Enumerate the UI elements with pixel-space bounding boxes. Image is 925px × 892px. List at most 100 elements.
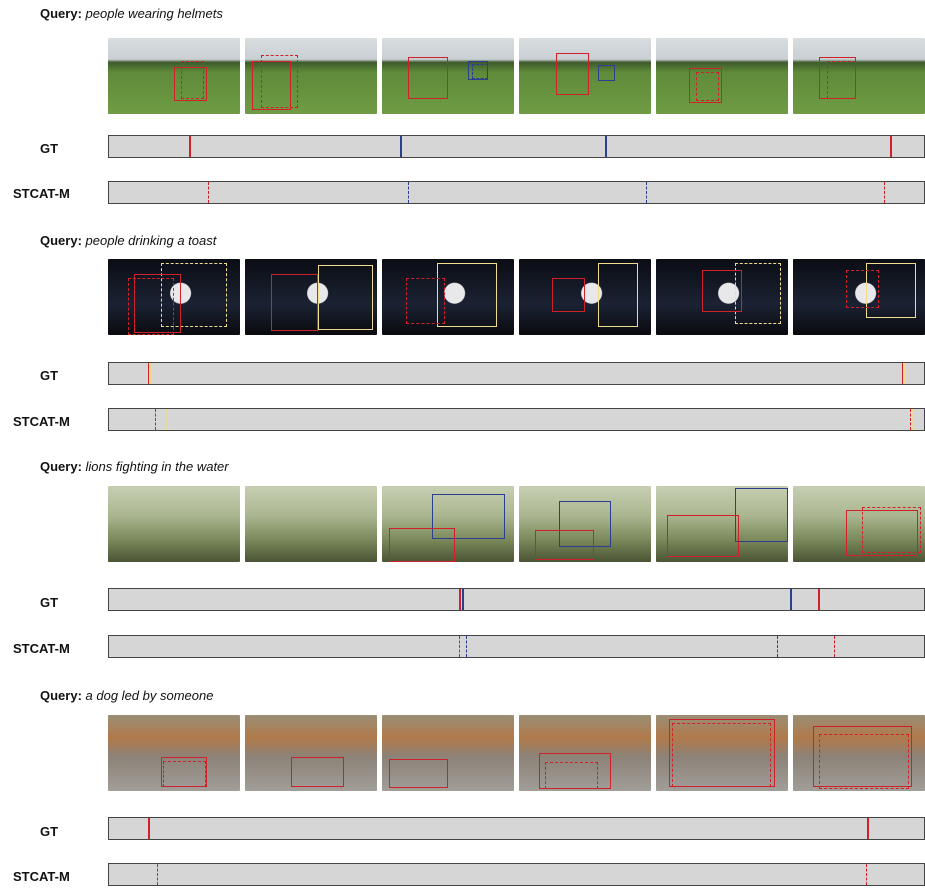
pred-boundary-mark: [866, 864, 868, 885]
bounding-box: [552, 278, 585, 313]
bounding-box: [291, 756, 344, 788]
pred-boundary-mark: [166, 409, 168, 430]
query-text: people drinking a toast: [85, 233, 217, 248]
bounding-box: [538, 753, 612, 790]
video-frame: [519, 715, 651, 791]
bounding-box: [555, 53, 589, 95]
bounding-box: [671, 722, 771, 788]
video-frame: [382, 259, 514, 335]
bounding-box: [405, 278, 446, 324]
bounding-box: [819, 734, 910, 789]
video-frame: [245, 259, 377, 335]
video-frame: [793, 259, 925, 335]
video-frame: [519, 486, 651, 562]
query-label: Query:: [40, 688, 82, 703]
video-frame: [656, 486, 788, 562]
bounding-box: [127, 278, 174, 335]
pred-boundary-mark: [208, 182, 210, 203]
video-frame: [382, 486, 514, 562]
query-label: Query:: [40, 459, 82, 474]
bounding-box: [251, 60, 292, 111]
video-frame: [108, 259, 240, 335]
video-frame: [519, 259, 651, 335]
video-frame: [793, 38, 925, 114]
bounding-box: [735, 487, 788, 543]
bounding-box: [702, 270, 742, 313]
frame-strip-3: [108, 486, 925, 562]
video-frame: [656, 715, 788, 791]
gt-boundary-mark: [889, 136, 892, 157]
gt-timeline-1: [108, 135, 925, 158]
query-2: Query: people drinking a toast: [40, 233, 216, 248]
video-frame: [245, 715, 377, 791]
pred-boundary-mark: [884, 182, 886, 203]
bounding-box: [695, 72, 720, 102]
bounding-box: [180, 60, 205, 99]
bounding-box: [827, 60, 857, 99]
bounding-box: [134, 274, 181, 334]
query-label: Query:: [40, 233, 82, 248]
gt-label: GT: [40, 368, 59, 383]
bounding-box: [388, 759, 448, 788]
query-4: Query: a dog led by someone: [40, 688, 213, 703]
bounding-box: [432, 493, 505, 540]
bounding-box: [845, 270, 879, 309]
video-frame: [108, 715, 240, 791]
pred-boundary-mark: [458, 636, 460, 657]
bounding-box: [845, 510, 919, 556]
pred-boundary-mark: [157, 864, 159, 885]
bounding-box: [666, 514, 740, 557]
gt-boundary-mark: [902, 363, 905, 384]
gt-label: GT: [40, 141, 59, 156]
video-frame: [108, 38, 240, 114]
query-label: Query:: [40, 6, 82, 21]
bounding-box: [174, 66, 207, 102]
bounding-box: [598, 64, 616, 82]
video-frame: [793, 715, 925, 791]
video-frame: [656, 259, 788, 335]
gt-timeline-3: [108, 588, 925, 611]
pred-boundary-mark: [911, 409, 913, 430]
stcat-label: STCAT-M: [13, 414, 70, 429]
frame-strip-1: [108, 38, 925, 114]
gt-boundary-mark: [399, 136, 402, 157]
bounding-box: [861, 507, 922, 553]
pred-boundary-mark: [910, 409, 912, 430]
gt-boundary-mark: [148, 818, 151, 839]
pred-timeline-4: [108, 863, 925, 886]
bounding-box: [160, 262, 227, 328]
query-text: a dog led by someone: [85, 688, 214, 703]
video-frame: [382, 38, 514, 114]
pred-boundary-mark: [154, 409, 156, 430]
frame-strip-2: [108, 259, 925, 335]
pred-boundary-mark: [646, 182, 648, 203]
bounding-box: [317, 265, 374, 330]
gt-boundary-mark: [188, 136, 191, 157]
bounding-box: [534, 530, 595, 561]
gt-boundary-mark: [866, 818, 869, 839]
pred-timeline-2: [108, 408, 925, 431]
bounding-box: [471, 63, 488, 80]
video-frame: [382, 715, 514, 791]
video-frame: [656, 38, 788, 114]
video-frame: [793, 486, 925, 562]
video-frame: [245, 486, 377, 562]
video-frame: [519, 38, 651, 114]
bounding-box: [735, 262, 782, 324]
gt-boundary-mark: [604, 136, 607, 157]
stcat-label: STCAT-M: [13, 186, 70, 201]
bounding-box: [812, 726, 912, 788]
bounding-box: [545, 762, 599, 789]
pred-boundary-mark: [777, 636, 779, 657]
pred-timeline-3: [108, 635, 925, 658]
stcat-label: STCAT-M: [13, 641, 70, 656]
bounding-box: [260, 54, 298, 108]
query-text: people wearing helmets: [85, 6, 223, 21]
gt-boundary-mark: [459, 589, 462, 610]
gt-boundary-mark: [818, 589, 821, 610]
pred-timeline-1: [108, 181, 925, 204]
bounding-box: [689, 68, 722, 103]
pred-boundary-mark: [408, 182, 410, 203]
gt-boundary-mark: [790, 589, 793, 610]
gt-label: GT: [40, 595, 59, 610]
